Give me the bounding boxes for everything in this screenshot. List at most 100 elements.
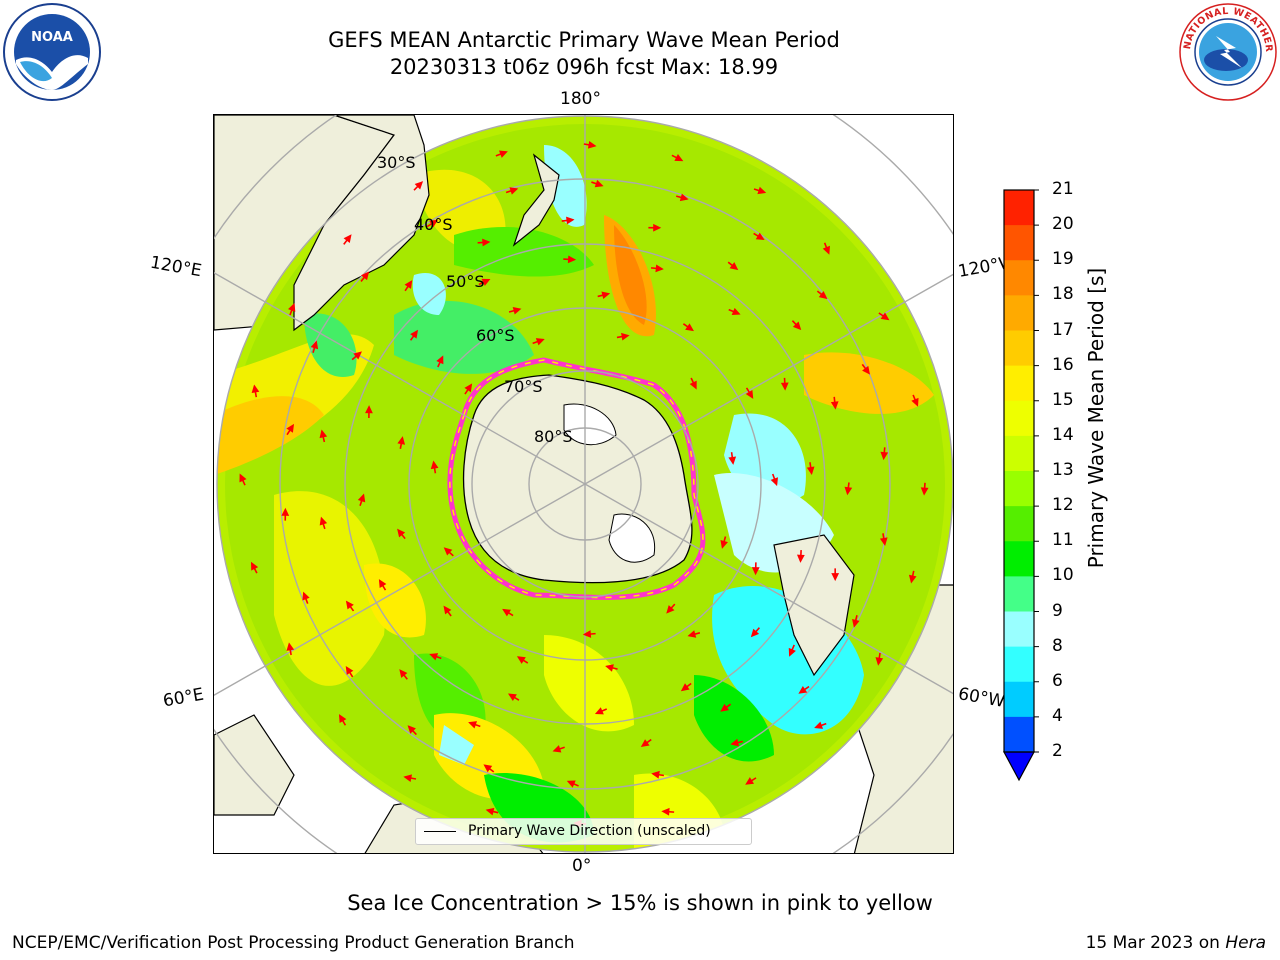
wave-arrow-head	[567, 255, 577, 264]
wave-arrow-head	[443, 605, 452, 615]
wave-arrow-head	[730, 738, 740, 747]
colorbar-bin	[1004, 506, 1034, 542]
wave-arrow-head	[920, 487, 929, 496]
wave-arrow-head	[661, 807, 670, 816]
colorbar-tick-label: 4	[1052, 705, 1063, 726]
lon-label-upper-left: 120°E	[148, 252, 204, 282]
wave-arrow-head	[485, 807, 495, 816]
wave-arrow-head	[687, 630, 697, 638]
colorbar-tick-label: 18	[1052, 284, 1074, 305]
wave-arrow-head	[770, 477, 779, 487]
wave-arrow-head	[806, 466, 815, 475]
wave-arrow-head	[535, 338, 545, 346]
host-name: Hera	[1225, 933, 1266, 953]
wave-arrow-head	[680, 683, 690, 692]
wave-arrow-head	[410, 329, 419, 339]
wave-arrow-head	[621, 332, 630, 341]
colorbar-label: Primary Wave Mean Period [s]	[1084, 267, 1108, 569]
colorbar-tick-label: 6	[1052, 670, 1063, 691]
sea-ice-footnote: Sea Ice Concentration > 15% is shown in …	[347, 891, 933, 915]
wave-arrow-head	[674, 154, 684, 162]
map-panel: 30°S 40°S 50°S 60°S 70°S 80°S	[213, 114, 954, 854]
noaa-logo-text: NOAA	[31, 30, 73, 45]
wave-arrow-head	[666, 605, 675, 614]
wave-arrow-head	[729, 262, 739, 271]
wave-arrow-head	[482, 238, 491, 247]
wave-arrow-head	[798, 686, 808, 694]
colorbar-bin	[1004, 471, 1034, 507]
wave-arrow-head	[594, 707, 604, 715]
wave-arrow-head	[640, 739, 650, 748]
wave-arrow-head	[862, 365, 871, 375]
wave-arrow-head	[281, 507, 290, 516]
wave-arrow-head	[822, 245, 830, 255]
colorbar	[1002, 189, 1039, 782]
wave-arrow-head	[353, 351, 362, 360]
colorbar-tick-label: 10	[1052, 565, 1074, 586]
wave-arrow-head	[566, 216, 575, 225]
wave-arrow-head	[345, 666, 354, 675]
wave-arrow-head	[414, 181, 424, 190]
lat-label-70s: 70°S	[504, 377, 543, 396]
colorbar-extend-low	[1002, 751, 1036, 782]
wave-arrow-head	[728, 456, 737, 465]
wave-arrow-head	[755, 232, 765, 241]
wave-arrow-head	[908, 574, 917, 584]
ice-shelf-weddell	[608, 513, 656, 563]
wave-arrow-head	[689, 380, 697, 390]
lon-label-top: 180°	[560, 89, 601, 109]
wave-arrow-head	[509, 187, 519, 195]
wave-arrow-head	[879, 537, 888, 546]
wave-arrow-head	[464, 383, 473, 393]
lon-label-lower-right: 60°W	[956, 684, 1007, 712]
wave-arrow-head	[468, 721, 478, 729]
wave-arrow-head	[750, 628, 760, 638]
colorbar-bin	[1004, 295, 1034, 331]
wave-arrow-head	[552, 745, 562, 753]
lat-label-30s: 30°S	[377, 153, 416, 172]
wave-arrow-head	[286, 423, 295, 433]
lat-label-80s: 80°S	[534, 427, 573, 446]
wave-arrow-head	[481, 278, 491, 286]
plot-title: GEFS MEAN Antarctic Primary Wave Mean Pe…	[328, 28, 840, 52]
wave-arrow-head	[516, 656, 526, 664]
colorbar-tick-label: 21	[1052, 179, 1074, 199]
wave-arrow-head	[751, 567, 760, 576]
colorbar-bin	[1004, 365, 1034, 402]
colorbar-bin	[1004, 400, 1034, 437]
wave-arrow-head	[338, 714, 347, 724]
colorbar-bin	[1004, 681, 1034, 718]
colorbar-tick-label: 13	[1052, 460, 1074, 480]
wave-arrow-head	[357, 493, 366, 503]
wave-arrow-head	[780, 382, 789, 391]
wave-arrow-head	[818, 291, 828, 300]
wave-arrow-head	[404, 280, 413, 289]
wave-arrow-head	[407, 725, 416, 734]
colorbar-tick-label: 12	[1052, 495, 1074, 516]
map-legend: Primary Wave Direction (unscaled)	[415, 818, 752, 845]
colorbar-bin	[1004, 225, 1034, 261]
date-stamp: 15 Mar 2023 on Hera	[1086, 933, 1266, 953]
wave-arrow-head	[319, 429, 328, 439]
lat-label-40s: 40°S	[414, 215, 453, 234]
wave-arrow-head	[655, 264, 664, 273]
wave-arrow-head	[507, 693, 517, 701]
wave-arrow-head	[429, 219, 439, 228]
plot-subtitle: 20230313 t06z 096h fcst Max: 18.99	[389, 55, 779, 79]
wave-arrow-head	[745, 389, 754, 399]
wave-arrow-head	[512, 307, 522, 315]
ice-shelf-ross	[563, 403, 617, 446]
colorbar-tick-label: 20	[1052, 214, 1074, 235]
wave-arrow-head	[830, 401, 839, 410]
wave-arrow-head	[880, 451, 889, 461]
colorbar-bin	[1004, 190, 1034, 226]
colorbar-tick-label: 14	[1052, 424, 1074, 445]
date-text: 15 Mar 2023 on	[1085, 933, 1226, 953]
credit-text: NCEP/EMC/Verification Post Processing Pr…	[12, 933, 575, 953]
wave-arrow-head	[757, 186, 767, 195]
wave-arrow-head	[378, 579, 387, 589]
wave-arrow-head	[852, 618, 860, 628]
lat-label-60s: 60°S	[476, 326, 515, 345]
wave-arrow-head	[343, 234, 352, 243]
nws-logo-icon: NATIONAL WEATHER SERVICE	[1178, 2, 1277, 101]
